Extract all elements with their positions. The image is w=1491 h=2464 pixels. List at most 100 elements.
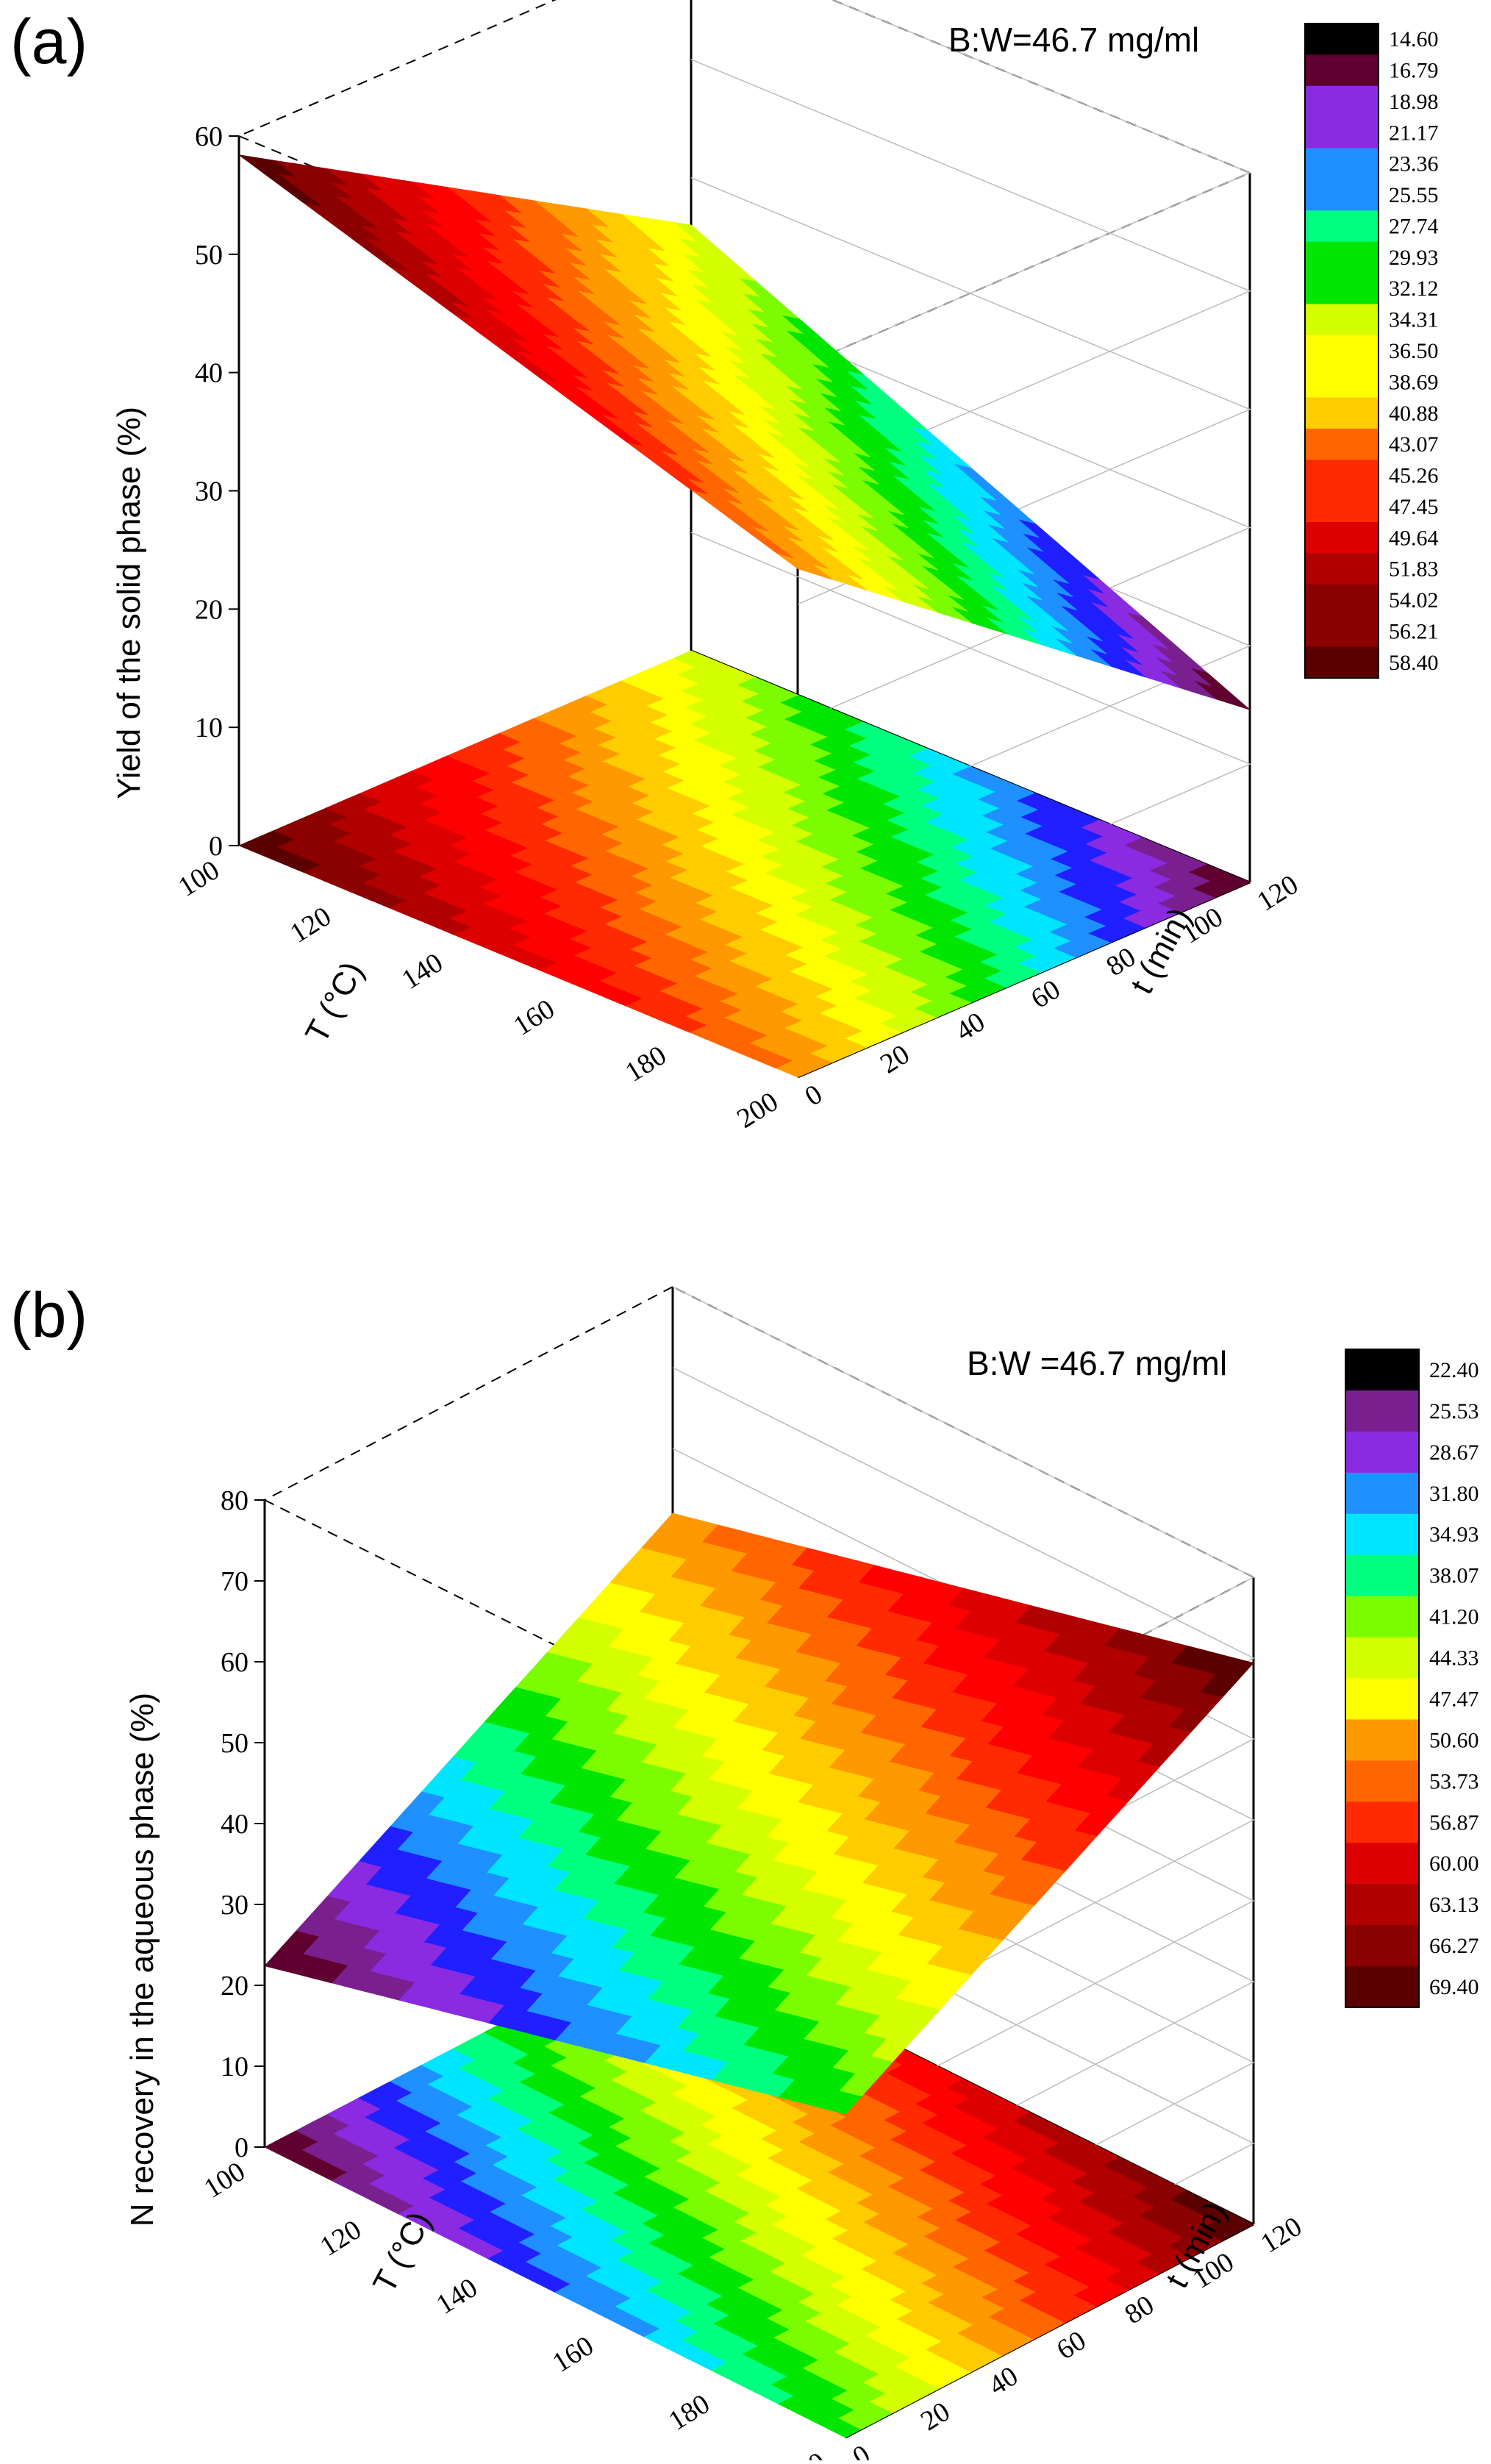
b-colorbar-label: 60.00	[1429, 1851, 1479, 1876]
panel-b: (b) 010203040506070801001201401601802000…	[0, 1279, 1491, 2464]
chart-b-subtitle: B:W =46.7 mg/ml	[967, 1344, 1227, 1382]
a-colorbar-swatch	[1305, 490, 1379, 523]
a-z-tick-label: 60	[195, 121, 223, 152]
a-x-tick-label: 120	[285, 901, 337, 949]
b-y-tick-label: 40	[984, 2360, 1023, 2401]
b-colorbar-swatch	[1345, 1554, 1419, 1597]
chart-a-surface	[238, 154, 1251, 710]
a-colorbar-swatch	[1305, 397, 1379, 429]
a-surface-cell	[238, 154, 279, 174]
chart-a-floor-contour	[237, 650, 1251, 1078]
a-colorbar-label: 14.60	[1389, 27, 1439, 51]
b-floor-cell	[1215, 2213, 1254, 2233]
a-x-tick-label: 160	[508, 993, 560, 1042]
a-colorbar-swatch	[1305, 54, 1379, 87]
a-colorbar-label: 21.17	[1389, 121, 1439, 145]
b-y-tick-label: 60	[1051, 2325, 1091, 2366]
a-colorbar-swatch	[1305, 148, 1379, 180]
a-colorbar-label: 51.83	[1389, 557, 1439, 582]
b-colorbar-label: 56.87	[1429, 1810, 1479, 1835]
a-y-tick-label: 0	[800, 1079, 828, 1113]
b-colorbar-label: 66.27	[1429, 1934, 1479, 1958]
b-z-tick-label: 60	[221, 1647, 248, 1678]
b-colorbar-label: 22.40	[1429, 1358, 1479, 1382]
a-colorbar-swatch	[1305, 584, 1379, 616]
b-colorbar-swatch	[1345, 1472, 1419, 1515]
chart-a-x-axis-title: T (°C)	[298, 956, 371, 1049]
a-colorbar-swatch	[1305, 335, 1379, 367]
a-wall-grid	[690, 295, 1251, 724]
b-colorbar-label: 38.07	[1429, 1564, 1479, 1588]
a-colorbar-swatch	[1305, 179, 1379, 211]
a-colorbar-swatch	[1305, 24, 1379, 55]
a-z-tick-label: 50	[195, 240, 223, 271]
b-z-tick-label: 40	[221, 1809, 248, 1840]
b-colorbar-swatch	[1345, 1925, 1419, 1967]
b-colorbar-swatch	[1345, 1390, 1419, 1432]
a-colorbar-swatch	[1305, 646, 1379, 679]
a-colorbar-label: 38.69	[1389, 370, 1439, 394]
a-z-tick-label: 30	[195, 476, 223, 507]
a-colorbar-swatch	[1305, 615, 1379, 648]
a-colorbar-label: 45.26	[1389, 464, 1439, 488]
a-colorbar-label: 25.55	[1389, 183, 1439, 207]
a-colorbar-swatch	[1305, 210, 1379, 243]
b-x-tick-label: 200	[779, 2446, 832, 2460]
a-y-tick-label: 40	[951, 1007, 990, 1048]
a-colorbar-swatch	[1305, 553, 1379, 585]
chart-b-surface	[264, 1513, 1254, 2115]
chart-b-colorbar: 22.40 25.53 28.67 31.80 34.93 38.07 41.20 44.33…	[1345, 1349, 1479, 2008]
b-x-tick-label: 180	[663, 2388, 715, 2437]
b-z-tick-label: 80	[221, 1485, 248, 1516]
b-colorbar-swatch	[1345, 1801, 1419, 1843]
b-y-tick-label: 80	[1120, 2290, 1159, 2331]
a-x-tick-label: 140	[396, 947, 448, 996]
a-colorbar-swatch	[1305, 117, 1379, 149]
b-colorbar-label: 53.73	[1429, 1769, 1479, 1793]
chart-a-subtitle: B:W=46.7 mg/ml	[948, 21, 1199, 59]
b-surface-cell	[264, 1948, 304, 1972]
a-floor-cell	[1210, 873, 1251, 890]
b-colorbar-swatch	[1345, 1678, 1419, 1720]
a-colorbar-label: 34.31	[1389, 308, 1439, 332]
b-colorbar-swatch	[1345, 1596, 1419, 1638]
a-colorbar-label: 18.98	[1389, 90, 1439, 114]
chart-a-colorbar: 14.60 16.79 18.98 21.17 23.36 25.55 27.74 29.93…	[1304, 23, 1439, 679]
chart-a-z-axis-title: Yield of the solid phase (%)	[111, 407, 147, 799]
b-colorbar-swatch	[1345, 1349, 1419, 1391]
panel-a-label: (a)	[10, 7, 88, 77]
b-colorbar-label: 28.67	[1429, 1440, 1479, 1465]
a-colorbar-swatch	[1305, 366, 1379, 399]
b-z-tick-label: 0	[235, 2132, 248, 2163]
a-x-tick-label: 180	[620, 1040, 672, 1088]
a-y-tick-label: 120	[1252, 869, 1304, 918]
b-x-tick-label: 140	[431, 2272, 483, 2321]
a-x-tick-label: 200	[732, 1086, 784, 1135]
a-colorbar-swatch	[1305, 522, 1379, 554]
b-z-tick-label: 70	[221, 1566, 248, 1597]
b-z-tick-label: 30	[221, 1890, 248, 1921]
b-y-tick-label: 20	[915, 2396, 955, 2438]
a-colorbar-label: 36.50	[1389, 339, 1439, 363]
a-colorbar-swatch	[1305, 273, 1379, 304]
a-colorbar-label: 16.79	[1389, 59, 1439, 83]
a-colorbar-swatch	[1305, 85, 1379, 118]
a-colorbar-label: 47.45	[1389, 495, 1439, 519]
b-colorbar-swatch	[1345, 1966, 1419, 2008]
a-y-tick-label: 20	[875, 1039, 915, 1080]
a-colorbar-label: 49.64	[1389, 526, 1439, 550]
a-colorbar-swatch	[1305, 241, 1379, 274]
b-colorbar-label: 41.20	[1429, 1605, 1479, 1629]
a-z-tick-label: 20	[195, 594, 223, 625]
chart-b-x-axis-title: T (°C)	[366, 2206, 438, 2299]
panel-a: (a) 0 10 20 30 40 50 60 100 120 140 160 180 200 0 20 40…	[0, 0, 1491, 1191]
b-colorbar-label: 47.47	[1429, 1687, 1479, 1711]
b-colorbar-label: 69.40	[1429, 1975, 1479, 1999]
b-y-tick-label: 120	[1256, 2211, 1308, 2260]
panel-b-label: (b)	[10, 1280, 88, 1351]
a-colorbar-swatch	[1305, 428, 1379, 460]
chart-b: 0102030405060708010012014016018020002040…	[124, 1286, 1479, 2464]
a-colorbar-label: 40.88	[1389, 401, 1439, 426]
a-colorbar-label: 43.07	[1389, 432, 1439, 457]
